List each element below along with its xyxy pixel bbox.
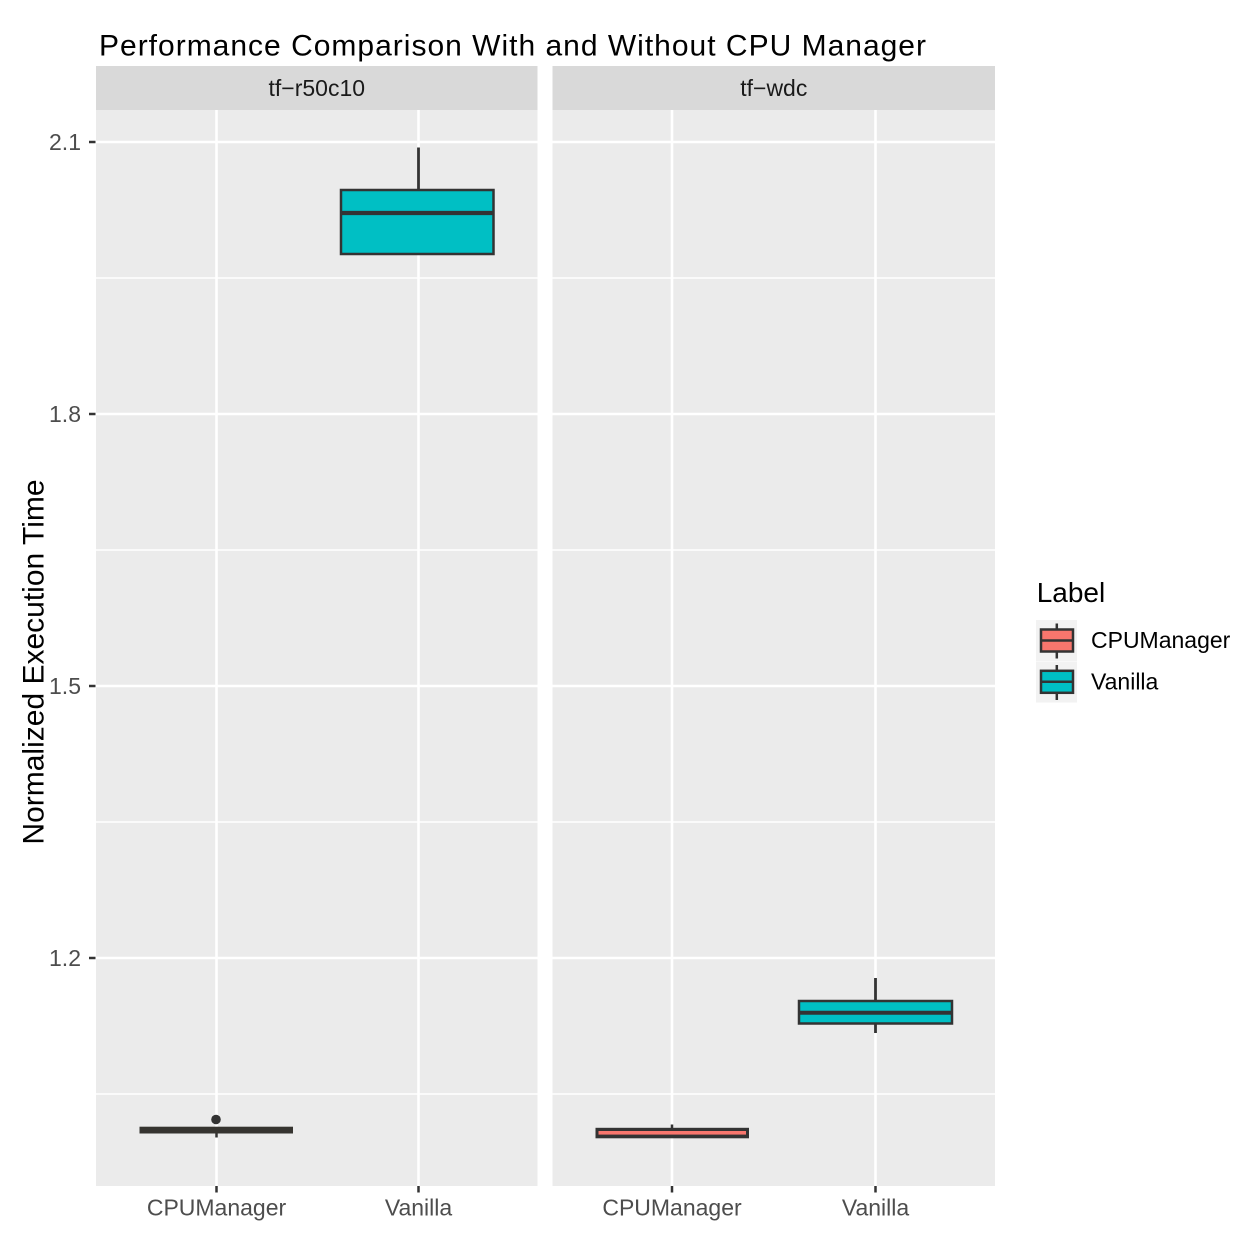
svg-text:Performance Comparison With an: Performance Comparison With and Without … [99, 30, 927, 63]
svg-text:1.8: 1.8 [49, 401, 81, 427]
svg-text:Vanilla: Vanilla [1091, 669, 1159, 695]
svg-text:tf−r50c10: tf−r50c10 [269, 75, 366, 101]
svg-text:Vanilla: Vanilla [385, 1195, 453, 1221]
svg-text:2.1: 2.1 [49, 129, 81, 155]
svg-text:Label: Label [1037, 577, 1106, 608]
svg-text:CPUManager: CPUManager [1091, 627, 1231, 653]
svg-text:Normalized Execution Time: Normalized Execution Time [18, 479, 51, 844]
svg-text:1.5: 1.5 [49, 673, 81, 699]
svg-text:tf−wdc: tf−wdc [740, 75, 807, 101]
svg-text:1.2: 1.2 [49, 945, 81, 971]
svg-text:CPUManager: CPUManager [147, 1195, 287, 1221]
svg-text:Vanilla: Vanilla [842, 1195, 910, 1221]
svg-text:CPUManager: CPUManager [602, 1195, 742, 1221]
